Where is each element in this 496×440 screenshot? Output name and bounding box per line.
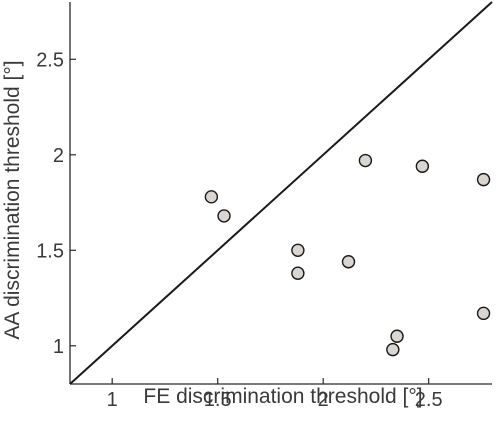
x-axis-label: FE discrimination threshold [°] xyxy=(143,385,422,408)
y-tick-label: 1.5 xyxy=(36,240,64,262)
identity-line-group xyxy=(69,1,493,385)
x-axis-ticks: 1 1.5 2 2.5 xyxy=(107,378,443,411)
y-axis-ticks: 1 1.5 2 2.5 xyxy=(36,49,76,358)
data-point xyxy=(476,306,491,321)
x-tick-label: 1 xyxy=(107,389,118,411)
data-point xyxy=(386,342,400,357)
data-point xyxy=(476,172,491,187)
data-point xyxy=(291,243,305,258)
x-tick-label: 2 xyxy=(318,389,329,411)
y-axis-label: AA discrimination threshold [°] xyxy=(1,60,24,339)
y-tick-label: 1 xyxy=(53,336,64,358)
data-point xyxy=(217,209,231,223)
x-tick-label: 2.5 xyxy=(415,389,443,411)
y-tick-label: 2 xyxy=(53,145,64,167)
x-tick-label: 1.5 xyxy=(204,389,232,411)
data-points xyxy=(204,153,491,357)
axes xyxy=(69,2,492,385)
data-point xyxy=(415,159,430,173)
y-tick-label: 2.5 xyxy=(36,49,64,71)
data-point xyxy=(390,329,404,343)
identity-line xyxy=(69,1,493,385)
data-point xyxy=(358,153,373,168)
data-point xyxy=(204,190,219,204)
data-point xyxy=(341,255,356,269)
data-point xyxy=(291,266,305,280)
